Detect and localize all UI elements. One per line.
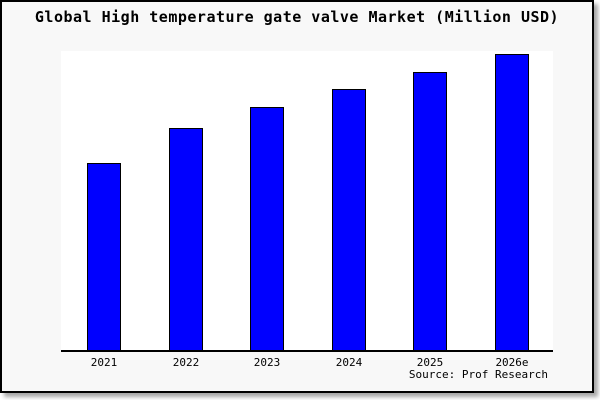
x-tick-label-2025: 2025 bbox=[416, 356, 444, 369]
bar-2026e bbox=[495, 54, 529, 350]
x-tick-label-2026e: 2026e bbox=[495, 356, 529, 369]
bar-2025 bbox=[413, 72, 447, 350]
bar-2022 bbox=[169, 128, 203, 350]
x-tick-label-2022: 2022 bbox=[172, 356, 200, 369]
bar-2024 bbox=[332, 89, 366, 350]
x-tick-label-2021: 2021 bbox=[90, 356, 118, 369]
chart-frame: Global High temperature gate valve Marke… bbox=[0, 0, 594, 393]
chart-title: Global High temperature gate valve Marke… bbox=[34, 8, 560, 26]
x-tick-label-2024: 2024 bbox=[335, 356, 363, 369]
x-tick-label-2023: 2023 bbox=[253, 356, 281, 369]
bar-2021 bbox=[87, 163, 121, 350]
source-credit: Source: Prof Research bbox=[408, 368, 548, 381]
plot-area bbox=[61, 51, 553, 352]
bar-2023 bbox=[250, 107, 284, 350]
